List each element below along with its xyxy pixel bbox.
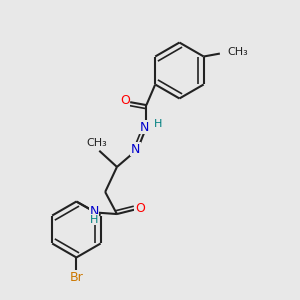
Text: CH₃: CH₃ [227,47,248,57]
Text: N: N [89,205,99,218]
Text: O: O [135,202,145,215]
Text: N: N [130,143,140,156]
Text: O: O [120,94,130,107]
Text: N: N [139,121,149,134]
Text: CH₃: CH₃ [86,138,107,148]
Text: Br: Br [70,271,83,284]
Text: H: H [153,118,162,129]
Text: H: H [90,215,98,225]
